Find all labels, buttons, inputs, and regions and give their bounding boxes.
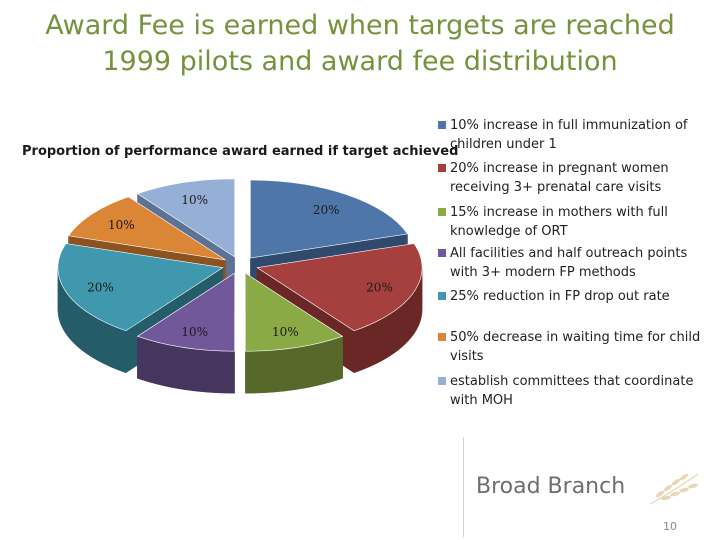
pie-slice-1 bbox=[256, 243, 423, 332]
pie-slice-4 bbox=[57, 243, 224, 332]
pie-chart: 20% 20% 10% 10% 20% 10% 10% bbox=[57, 178, 423, 394]
pie-slice-6 bbox=[136, 178, 235, 258]
pie-slice-5 bbox=[67, 196, 226, 261]
pie-data-label-4: 20% bbox=[87, 280, 114, 294]
pie-data-label-0: 20% bbox=[313, 203, 340, 217]
legend-label: 20% increase in pregnant women receiving… bbox=[450, 161, 669, 195]
page-number: 10 bbox=[663, 520, 677, 533]
pie-slice-3 bbox=[136, 272, 235, 352]
legend-label: 15% increase in mothers with full knowle… bbox=[450, 205, 668, 239]
legend-swatch bbox=[438, 333, 446, 341]
legend-label: 10% increase in full immunization of chi… bbox=[450, 118, 688, 152]
pie-slice-0 bbox=[250, 179, 409, 259]
legend-label: establish committees that coordinate wit… bbox=[450, 374, 694, 408]
legend-label: All facilities and half outreach points … bbox=[450, 246, 688, 280]
slide-title-line-2: 1999 pilots and award fee distribution bbox=[102, 46, 618, 77]
pie-data-label-2: 10% bbox=[272, 325, 299, 339]
pie-data-label-6: 10% bbox=[181, 193, 208, 207]
slide-title-line-1: Award Fee is earned when targets are rea… bbox=[45, 10, 675, 41]
legend-swatch bbox=[438, 249, 446, 257]
slide-title: Award Fee is earned when targets are rea… bbox=[0, 8, 720, 80]
legend-swatch bbox=[438, 164, 446, 172]
legend-swatch bbox=[438, 292, 446, 300]
brand-logo-text: Broad Branch bbox=[476, 474, 626, 499]
legend-label: 25% reduction in FP drop out rate bbox=[450, 289, 670, 304]
legend-swatch bbox=[438, 121, 446, 129]
chart-title: Proportion of performance award earned i… bbox=[22, 144, 459, 159]
divider-line bbox=[463, 437, 464, 537]
wheat-logo-icon bbox=[649, 473, 699, 505]
pie-slice-2 bbox=[245, 272, 344, 352]
legend-swatch bbox=[438, 208, 446, 216]
legend-swatch bbox=[438, 377, 446, 385]
pie-data-label-5: 10% bbox=[108, 218, 135, 232]
legend-label: 50% decrease in waiting time for child v… bbox=[450, 330, 701, 364]
pie-data-label-1: 20% bbox=[366, 280, 393, 294]
pie-data-label-3: 10% bbox=[181, 325, 208, 339]
